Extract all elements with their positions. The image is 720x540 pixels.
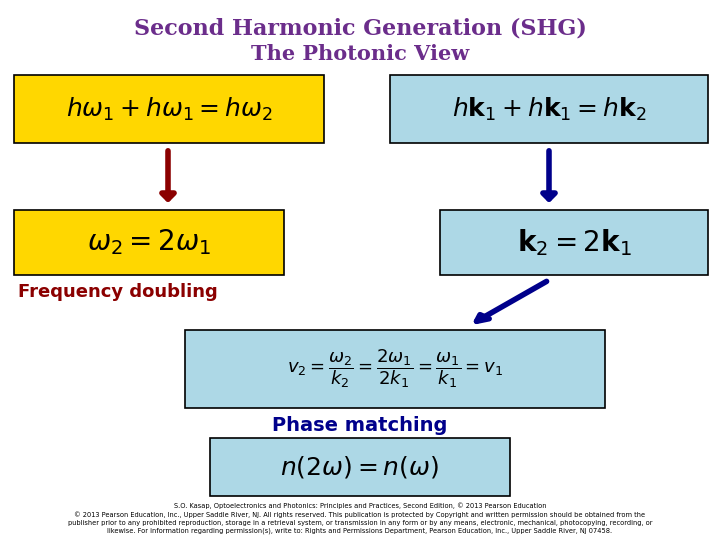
FancyBboxPatch shape bbox=[390, 75, 708, 143]
Text: Phase matching: Phase matching bbox=[272, 416, 448, 435]
FancyBboxPatch shape bbox=[14, 75, 324, 143]
Text: $n(2\omega) = n(\omega)$: $n(2\omega) = n(\omega)$ bbox=[281, 454, 439, 480]
FancyBboxPatch shape bbox=[440, 210, 708, 275]
FancyBboxPatch shape bbox=[185, 330, 605, 408]
Text: $\omega_2 = 2\omega_1$: $\omega_2 = 2\omega_1$ bbox=[87, 227, 211, 258]
FancyBboxPatch shape bbox=[210, 438, 510, 496]
Text: Second Harmonic Generation (SHG): Second Harmonic Generation (SHG) bbox=[134, 18, 586, 40]
Text: Frequency doubling: Frequency doubling bbox=[18, 283, 217, 301]
Text: The Photonic View: The Photonic View bbox=[251, 44, 469, 64]
Text: $v_2 = \dfrac{\omega_2}{k_2} = \dfrac{2\omega_1}{2k_1} = \dfrac{\omega_1}{k_1} =: $v_2 = \dfrac{\omega_2}{k_2} = \dfrac{2\… bbox=[287, 348, 503, 390]
Text: $\mathit{h}\omega_1 + \mathit{h}\omega_1 = \mathit{h}\omega_2$: $\mathit{h}\omega_1 + \mathit{h}\omega_1… bbox=[66, 96, 272, 123]
Text: $\mathbf{k}_2 = 2\mathbf{k}_1$: $\mathbf{k}_2 = 2\mathbf{k}_1$ bbox=[516, 227, 631, 258]
Text: S.O. Kasap, Optoelectronics and Photonics: Principles and Practices, Second Edit: S.O. Kasap, Optoelectronics and Photonic… bbox=[68, 502, 652, 534]
Text: $\mathit{h}\mathbf{k}_1 + \mathit{h}\mathbf{k}_1 = \mathit{h}\mathbf{k}_2$: $\mathit{h}\mathbf{k}_1 + \mathit{h}\mat… bbox=[451, 96, 647, 123]
FancyBboxPatch shape bbox=[14, 210, 284, 275]
